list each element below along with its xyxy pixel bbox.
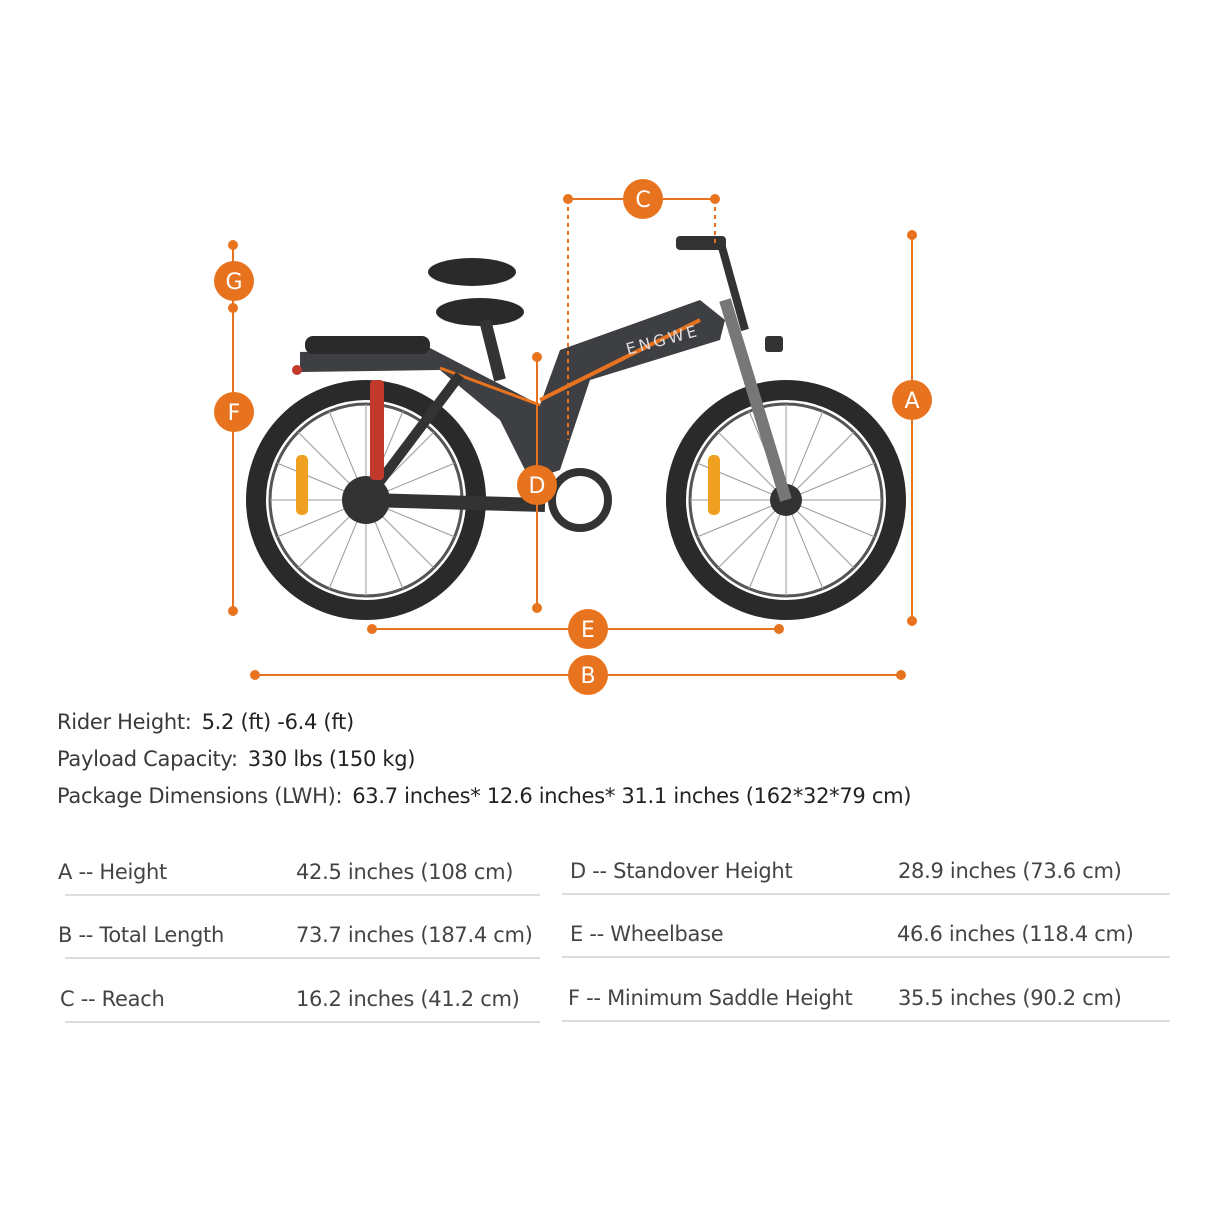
divider (562, 956, 1170, 958)
svg-text:A: A (904, 389, 919, 414)
dim-value-a: 42.5 inches (108 cm) (296, 860, 514, 884)
spec-rider-height: Rider Height: 5.2 (ft) -6.4 (ft) (57, 710, 354, 734)
svg-text:D: D (529, 474, 546, 499)
spec-value: 5.2 (ft) -6.4 (ft) (201, 710, 355, 734)
front-wheel (666, 380, 906, 620)
spec-label: Rider Height: (57, 710, 192, 734)
marker-a: A (892, 380, 932, 420)
divider (65, 957, 540, 959)
svg-text:B: B (580, 664, 595, 689)
dim-label-c: C -- Reach (60, 987, 165, 1011)
svg-text:C: C (635, 188, 650, 213)
dim-value-d: 28.9 inches (73.6 cm) (898, 859, 1122, 883)
divider (65, 894, 540, 896)
dim-label-b: B -- Total Length (58, 923, 224, 947)
marker-e: E (568, 609, 608, 649)
marker-f: F (214, 392, 254, 432)
dim-label-e: E -- Wheelbase (570, 922, 724, 946)
marker-d: D (517, 465, 557, 505)
dim-value-e: 46.6 inches (118.4 cm) (897, 922, 1134, 946)
divider (65, 1021, 540, 1023)
svg-text:E: E (581, 618, 595, 643)
frame: ENGWE (300, 236, 792, 532)
divider (562, 1020, 1170, 1022)
bike-illustration: ENGWE (246, 236, 906, 620)
spec-label: Payload Capacity: (57, 747, 238, 771)
dim-value-f: 35.5 inches (90.2 cm) (898, 986, 1122, 1010)
dim-value-c: 16.2 inches (41.2 cm) (296, 987, 520, 1011)
spec-label: Package Dimensions (LWH): (57, 784, 343, 808)
marker-c: C (623, 179, 663, 219)
svg-text:F: F (228, 401, 241, 426)
dim-label-a: A -- Height (58, 860, 167, 884)
spec-package-dimensions: Package Dimensions (LWH): 63.7 inches* 12… (57, 784, 911, 808)
bike-dimension-diagram: ENGWE A B C D E F G (214, 179, 932, 695)
spec-value: 330 lbs (150 kg) (247, 747, 416, 771)
dim-value-b: 73.7 inches (187.4 cm) (296, 923, 533, 947)
divider (562, 893, 1170, 895)
marker-b: B (568, 655, 608, 695)
dim-label-f: F -- Minimum Saddle Height (568, 986, 853, 1010)
dimension-a-line (907, 230, 917, 626)
seats (292, 258, 524, 382)
spec-payload-capacity: Payload Capacity: 330 lbs (150 kg) (57, 747, 415, 771)
dimension-f-line (228, 303, 238, 616)
marker-g: G (214, 261, 254, 301)
svg-text:G: G (225, 270, 242, 295)
spec-value: 63.7 inches* 12.6 inches* 31.1 inches (1… (352, 784, 912, 808)
dim-label-d: D -- Standover Height (570, 859, 793, 883)
